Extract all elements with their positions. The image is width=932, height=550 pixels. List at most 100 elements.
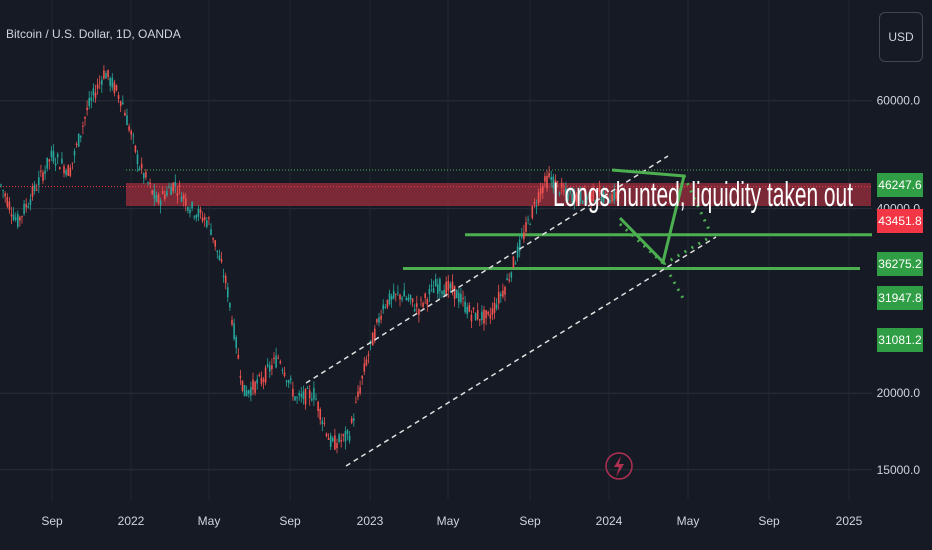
- candle-body: [27, 206, 30, 208]
- candle-body: [170, 187, 172, 195]
- candle-body: [187, 207, 189, 211]
- candle-body: [220, 259, 223, 262]
- candle-body: [350, 418, 353, 423]
- candle-body: [409, 294, 412, 300]
- candle-body: [548, 172, 550, 177]
- x-tick-label: Sep: [41, 514, 63, 528]
- candle-body: [443, 289, 445, 296]
- candle-body: [157, 194, 160, 203]
- candle-body: [71, 162, 74, 164]
- candle-body: [476, 310, 479, 320]
- candle-body: [132, 135, 135, 137]
- candle-body: [73, 150, 76, 156]
- candle-body: [317, 401, 319, 411]
- candle-body: [48, 159, 51, 162]
- candle-body: [191, 201, 193, 209]
- candle-body: [382, 304, 384, 310]
- candle-body: [449, 283, 452, 289]
- candle-body: [143, 173, 145, 179]
- candle-body: [544, 176, 546, 182]
- candle-body: [285, 380, 288, 383]
- candle-body: [96, 84, 99, 89]
- candle-body: [361, 375, 363, 379]
- candle-body: [0, 184, 2, 186]
- candle-body: [92, 88, 95, 96]
- candle-body: [197, 208, 200, 217]
- candle-body: [491, 308, 494, 315]
- candle-body: [609, 200, 611, 204]
- candle-body: [374, 328, 376, 341]
- candle-body: [54, 163, 57, 166]
- candle-body: [252, 379, 254, 390]
- lightning-icon[interactable]: [605, 452, 633, 480]
- candle-body: [512, 256, 515, 268]
- candle-body: [256, 379, 258, 384]
- candle-body: [35, 189, 38, 191]
- candle-body: [86, 107, 88, 111]
- candle-body: [10, 214, 13, 217]
- candle-body: [117, 95, 120, 99]
- candle-body: [235, 336, 237, 349]
- candle-body: [332, 437, 334, 442]
- candle-body: [59, 167, 61, 170]
- candle-body: [325, 433, 328, 437]
- candle-body: [2, 190, 4, 192]
- candle-body: [615, 192, 618, 199]
- candle-body: [334, 435, 336, 450]
- candle-body: [287, 380, 290, 384]
- candle-body: [567, 193, 569, 201]
- candle-body: [77, 133, 80, 147]
- candle-body: [483, 309, 485, 324]
- candle-body: [516, 246, 519, 258]
- candle-body: [29, 199, 32, 206]
- candle-body: [50, 150, 53, 158]
- candle-body: [531, 206, 534, 219]
- candle-body: [161, 190, 164, 195]
- candle-body: [44, 170, 46, 174]
- candle-body: [533, 202, 536, 204]
- candle-body: [497, 292, 500, 304]
- candle-body: [588, 193, 590, 195]
- candle-body: [31, 186, 34, 197]
- candle-body: [206, 220, 208, 227]
- candle-body: [441, 291, 443, 294]
- candle-body: [401, 297, 403, 300]
- candle-body: [546, 175, 548, 189]
- candle-body: [523, 232, 525, 240]
- candle-body: [388, 293, 391, 305]
- price-tag: 43451.8: [877, 209, 923, 233]
- candle-body: [273, 357, 275, 360]
- candle-body: [399, 294, 401, 300]
- candle-body: [264, 367, 267, 383]
- candle-body: [21, 216, 23, 218]
- price-tag: 31947.8: [877, 286, 923, 310]
- candle-body: [90, 97, 93, 101]
- candle-body: [23, 203, 25, 214]
- candle-body: [136, 154, 139, 165]
- candle-body: [384, 306, 387, 308]
- candle-body: [182, 194, 185, 199]
- grid-lines: [0, 0, 872, 500]
- x-tick-label: 2022: [118, 514, 145, 528]
- candle-body: [296, 397, 298, 399]
- candle-body: [521, 235, 523, 238]
- candle-body: [605, 188, 607, 191]
- candle-body: [172, 182, 174, 192]
- candle-body: [243, 385, 246, 397]
- candle-body: [434, 278, 437, 287]
- currency-button[interactable]: USD: [879, 12, 923, 62]
- candle-body: [537, 192, 540, 204]
- price-tag: 46247.6: [877, 173, 923, 197]
- x-tick-label: Sep: [519, 514, 541, 528]
- candle-body: [298, 393, 300, 396]
- candle-body: [65, 170, 67, 175]
- candle-body: [8, 201, 11, 210]
- candle-body: [138, 168, 141, 170]
- candle-body: [508, 279, 510, 281]
- candle-body: [254, 381, 256, 393]
- candle-body: [426, 299, 429, 305]
- candle-body: [115, 85, 118, 91]
- candle-body: [500, 294, 502, 297]
- x-tick-label: 2025: [836, 514, 863, 528]
